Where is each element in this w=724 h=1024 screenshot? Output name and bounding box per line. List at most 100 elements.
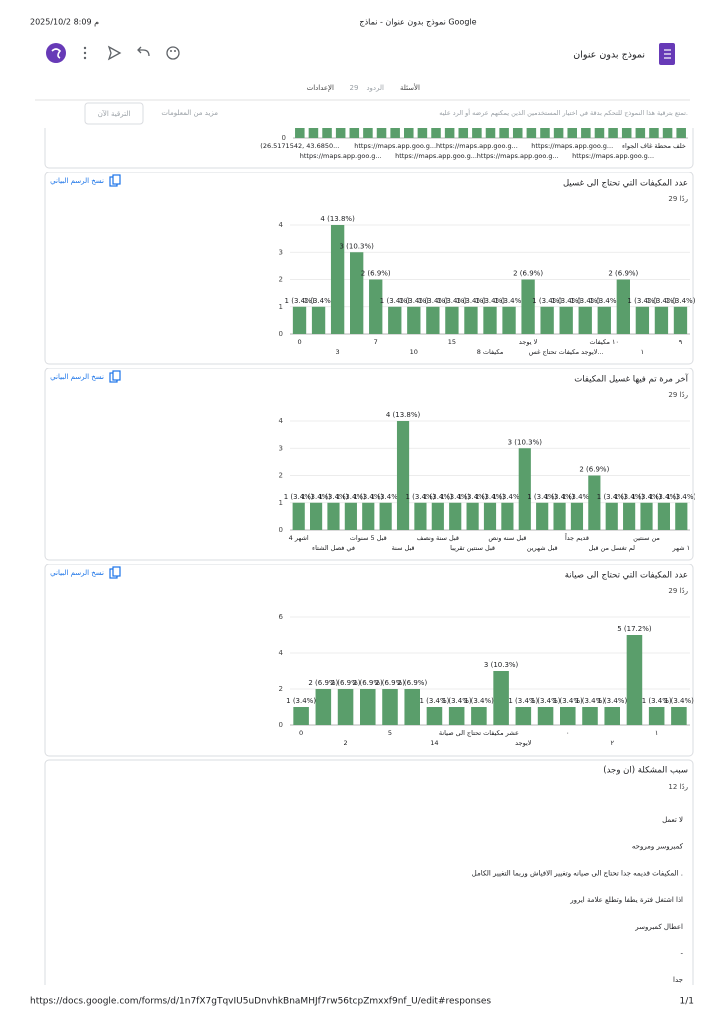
data-label: 1 (3.4%) [475, 297, 505, 305]
question-title: سبب المشكلة (ان وجد) [603, 766, 688, 776]
bar [493, 671, 509, 725]
data-label: 2 (6.9%) [608, 270, 638, 278]
data-label: 1 (3.4%) [589, 297, 619, 305]
chart-subtitle: 29 ردًا [668, 587, 688, 595]
response-text: - [680, 950, 683, 958]
data-label: 1 (3.4%) [458, 493, 488, 501]
palette-button[interactable] [166, 46, 180, 60]
data-label: 1 (3.4%) [527, 493, 557, 501]
bar [560, 707, 576, 725]
response-text: اعطال كمبروسر [634, 923, 683, 931]
x-tick-label: قبل سنتين تقريبا [450, 544, 495, 552]
bar [390, 128, 400, 138]
chart-subtitle: 29 ردًا [668, 195, 688, 203]
bar [337, 689, 354, 725]
bar [349, 128, 360, 138]
bar [407, 306, 421, 334]
copy-chart-button[interactable]: نسخ الرسم البياني [50, 569, 104, 577]
x-tick-label: 14 [430, 739, 438, 747]
data-label: 1 (3.4%) [508, 697, 538, 705]
copy-icon-back[interactable] [112, 174, 121, 185]
bar [426, 707, 443, 725]
copy-chart-button[interactable]: نسخ الرسم البياني [50, 373, 104, 381]
data-label: 1 (3.4%) [440, 493, 470, 501]
x-tick-label: 0 [299, 729, 303, 737]
data-label: 1 (3.4%) [437, 297, 467, 305]
bar [448, 707, 465, 725]
tab-settings[interactable]: الإعدادات [307, 84, 334, 92]
bar [449, 502, 462, 530]
data-label: 1 (3.4%) [531, 697, 561, 705]
bar [426, 306, 440, 334]
y-tick-label: 2 [279, 276, 283, 284]
bar [657, 502, 670, 530]
y-tick-label: 4 [279, 649, 284, 657]
data-label: 2 (6.9%) [375, 679, 405, 687]
forms-icon-lines [664, 49, 671, 59]
x-tick-label: قبل شهرين [527, 544, 558, 552]
x-tick-label: لايوجد [515, 739, 532, 747]
upgrade-button[interactable] [84, 102, 144, 125]
x-tick-label: 0 [297, 338, 301, 346]
data-label: 1 (3.4%) [553, 697, 583, 705]
x-tick-label: https://maps.app.goo.g... [531, 142, 613, 150]
tab-responses-count: 29 [350, 84, 359, 92]
banner-more-info[interactable]: مزيد من المعلومات [161, 109, 218, 117]
chart-card: آخر مرة تم فيها غسيل المكيفات 29 ردًا نسخ … [44, 368, 695, 561]
x-tick-label: 15 [448, 338, 456, 346]
bar [310, 502, 323, 530]
x-tick-label: 2 [343, 739, 347, 747]
bar [501, 502, 514, 530]
avatar[interactable] [46, 43, 66, 63]
x-tick-label: https://maps.app.goo.g... [300, 152, 382, 160]
data-label: 1 (3.4%) [575, 697, 605, 705]
tab-questions[interactable]: الأسئلة [400, 83, 420, 92]
data-label: 1 (3.4%) [336, 493, 366, 501]
bar [350, 252, 364, 334]
x-tick-label: https://maps.app.goo.g... [354, 142, 436, 150]
data-label: 1 (3.4%) [632, 493, 662, 501]
y-tick-label: 2 [279, 685, 283, 693]
print-page-number: 1/1 [680, 997, 694, 1007]
tab-responses[interactable]: الردود [366, 84, 384, 92]
y-tick-label: 1 [279, 499, 283, 507]
upgrade-label[interactable]: الترقية الآن [98, 109, 131, 118]
bar [311, 306, 326, 334]
send-button[interactable] [107, 45, 122, 61]
x-tick-label: ٩ [679, 338, 683, 346]
copy-icon-back[interactable] [112, 566, 121, 577]
bar [499, 128, 509, 138]
bar [322, 128, 332, 138]
data-label: 1 (3.4%) [562, 493, 592, 501]
bar [597, 306, 611, 334]
copy-icon-back[interactable] [112, 370, 121, 381]
bar [648, 707, 665, 725]
data-label: 3 (10.3%) [508, 438, 543, 446]
data-label: 1 (3.4%) [371, 493, 401, 501]
undo-button[interactable] [137, 46, 150, 57]
chart-title: آخر مرة تم فيها غسيل المكيفات [574, 373, 688, 385]
print-url: https://docs.google.com/forms/d/1n7fX7gT… [30, 997, 491, 1007]
chart-title: عدد المكيفات التي تحتاج الى صيانة [565, 571, 688, 581]
bar [621, 128, 632, 138]
question-subtitle: 12 ردًا [668, 783, 688, 791]
bar [605, 502, 618, 530]
x-tick-label: خلف محطة غاف الجواء [622, 142, 686, 150]
bar [464, 306, 478, 334]
bar [623, 502, 636, 530]
data-label: 2 (6.9%) [353, 679, 383, 687]
data-label: 1 (3.4%) [418, 297, 448, 305]
data-label: 1 (3.4%) [285, 297, 315, 305]
copy-chart-button[interactable]: نسخ الرسم البياني [50, 177, 104, 185]
more-button[interactable] [83, 46, 87, 60]
bar [675, 502, 688, 530]
data-label: 1 (3.4%) [532, 297, 562, 305]
bar [376, 128, 387, 138]
bar [518, 448, 531, 530]
x-tick-label: (26.5171542, 43.6850... [260, 142, 339, 150]
bar [431, 128, 441, 138]
bar [581, 128, 591, 138]
x-tick-label: ١٠ مكيفات [590, 338, 619, 346]
bar [567, 128, 577, 138]
